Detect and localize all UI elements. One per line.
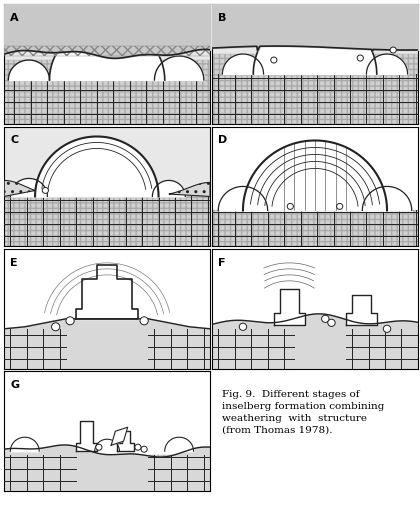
Circle shape (140, 317, 148, 325)
Bar (4, 197, 210, 247)
Polygon shape (4, 445, 210, 491)
Bar (4, 47, 210, 57)
Circle shape (322, 316, 329, 323)
Text: D: D (218, 135, 228, 145)
Circle shape (390, 48, 396, 54)
Bar (148, 455, 210, 491)
Text: A: A (10, 13, 19, 23)
Bar (4, 329, 66, 369)
Polygon shape (4, 181, 35, 197)
Circle shape (328, 320, 335, 327)
Polygon shape (76, 265, 138, 319)
Circle shape (96, 444, 102, 450)
Circle shape (135, 444, 141, 450)
Bar (212, 55, 418, 125)
Bar (212, 211, 418, 247)
Text: Fig. 9.  Different stages of
inselberg formation combining
weathering  with  str: Fig. 9. Different stages of inselberg fo… (223, 389, 385, 434)
Circle shape (239, 324, 247, 331)
Text: C: C (10, 135, 18, 145)
Circle shape (287, 204, 294, 210)
Polygon shape (4, 319, 210, 369)
Circle shape (42, 188, 48, 194)
Text: E: E (10, 258, 18, 267)
Polygon shape (212, 314, 418, 369)
Circle shape (66, 317, 74, 325)
Bar (212, 329, 294, 369)
Circle shape (383, 326, 391, 333)
Polygon shape (346, 295, 377, 325)
Bar (4, 61, 210, 125)
Circle shape (357, 56, 363, 62)
Circle shape (52, 323, 60, 331)
Polygon shape (274, 289, 305, 325)
Text: F: F (218, 258, 226, 267)
Polygon shape (76, 421, 97, 451)
Text: G: G (10, 380, 19, 389)
Bar (4, 455, 76, 491)
Bar (346, 329, 418, 369)
Bar (148, 329, 210, 369)
Polygon shape (111, 428, 128, 445)
Circle shape (271, 58, 277, 64)
Circle shape (141, 446, 147, 453)
Text: B: B (218, 13, 227, 23)
Circle shape (336, 204, 343, 210)
Polygon shape (118, 431, 134, 451)
Polygon shape (169, 183, 210, 197)
